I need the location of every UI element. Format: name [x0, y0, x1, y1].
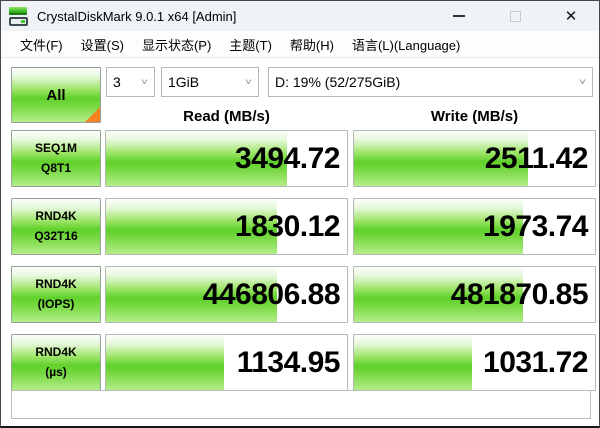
title-bar: CrystalDiskMark 9.0.1 x64 [Admin] ✕ [1, 1, 599, 31]
run-all-button[interactable]: All [11, 67, 101, 123]
test-name: RND4K [35, 345, 77, 360]
menu-item-profile[interactable]: 显示状态(P) [141, 37, 212, 53]
write-value: 2511.42 [484, 141, 589, 175]
meter-fill [106, 199, 278, 254]
crystaldiskmark-app-icon [9, 6, 29, 26]
window-title: CrystalDiskMark 9.0.1 x64 [Admin] [37, 8, 237, 24]
meter-fill [106, 131, 287, 186]
read-meter: 446806.88 [105, 266, 348, 323]
test-name: RND4K [35, 277, 77, 292]
meter-fill [106, 335, 225, 390]
write-value: 1973.74 [483, 209, 588, 243]
test-button-rnd4k-q32t16[interactable]: RND4K Q32T16 [11, 198, 101, 255]
write-meter: 2511.42 [353, 130, 596, 187]
read-column-header: Read (MB/s) [183, 107, 270, 125]
write-value: 1031.72 [483, 345, 588, 379]
test-sub: Q8T1 [40, 160, 71, 175]
read-meter: 3494.72 [105, 130, 348, 187]
write-meter: 1031.72 [353, 334, 596, 391]
app-icon-disk [9, 17, 28, 26]
test-count-value: 3 [113, 74, 121, 90]
close-button[interactable]: ✕ [543, 1, 599, 31]
read-value: 3494.72 [235, 141, 340, 175]
test-name: SEQ1M [34, 141, 77, 156]
menu-item-language[interactable]: 语言(L)(Language) [351, 37, 461, 53]
app-icon-led [21, 20, 25, 23]
write-meter: 481870.85 [353, 266, 596, 323]
status-message-box [11, 390, 591, 419]
meter-fill [354, 199, 523, 254]
test-button-rnd4k-latency[interactable]: RND4K (µs) [11, 334, 101, 391]
read-meter: 1134.95 [105, 334, 348, 391]
meter-fill [354, 335, 473, 390]
close-icon: ✕ [564, 7, 578, 25]
test-button-rnd4k-iops[interactable]: RND4K (IOPS) [11, 266, 101, 323]
read-value: 1134.95 [236, 345, 341, 379]
minimize-icon [453, 15, 465, 17]
meter-fill [354, 131, 528, 186]
test-size-select[interactable]: 1GiB ˅ [161, 67, 259, 97]
test-count-select[interactable]: 3 ˅ [106, 67, 155, 97]
test-sub: (IOPS) [37, 296, 75, 311]
meter-fill [106, 267, 278, 322]
target-drive-select[interactable]: D: 19% (52/275GiB) ˅ [268, 67, 593, 97]
read-value: 446806.88 [202, 277, 341, 311]
maximize-icon [509, 10, 521, 22]
chevron-down-icon: ˅ [140, 76, 148, 88]
menu-item-settings[interactable]: 设置(S) [80, 37, 124, 53]
minimize-button[interactable] [431, 1, 487, 31]
menu-item-file[interactable]: 文件(F) [20, 37, 63, 53]
window-controls: ✕ [431, 1, 599, 31]
chevron-down-icon: ˅ [244, 76, 252, 88]
test-name: RND4K [35, 209, 77, 224]
menu-bar: 文件(F) 设置(S) 显示状态(P) 主题(T) 帮助(H) 语言(L)(La… [1, 31, 599, 58]
read-meter: 1830.12 [105, 198, 348, 255]
meter-fill [354, 267, 523, 322]
menu-item-help[interactable]: 帮助(H) [289, 37, 334, 53]
read-value: 1830.12 [235, 209, 340, 243]
orange-corner-badge [85, 107, 100, 122]
chevron-down-icon: ˅ [578, 76, 586, 88]
menu-item-theme[interactable]: 主题(T) [229, 37, 272, 53]
test-button-seq1m-q8t1[interactable]: SEQ1M Q8T1 [11, 130, 101, 187]
write-meter: 1973.74 [353, 198, 596, 255]
write-column-header: Write (MB/s) [430, 107, 519, 125]
maximize-button[interactable] [487, 1, 543, 31]
write-value: 481870.85 [450, 277, 589, 311]
app-icon-green-bar [9, 7, 27, 15]
test-sub: (µs) [45, 364, 67, 379]
test-size-value: 1GiB [168, 74, 200, 90]
run-all-label: All [46, 86, 66, 104]
target-drive-value: D: 19% (52/275GiB) [275, 74, 401, 90]
test-sub: Q32T16 [34, 228, 78, 243]
